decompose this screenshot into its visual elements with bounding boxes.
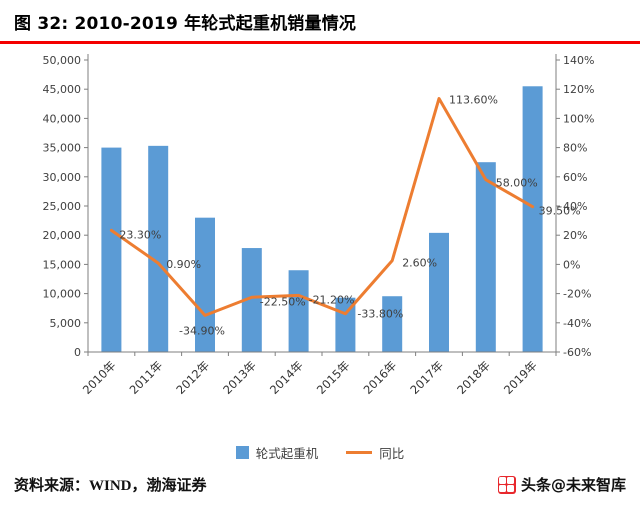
left-axis-tick-label: 30,000 — [43, 171, 82, 184]
yoy-point-label: -21.20% — [309, 293, 355, 306]
figure-title: 图 32: 2010-2019 年轮式起重机销量情况 — [14, 14, 357, 34]
yoy-point-label: 39.50% — [539, 205, 581, 218]
line-series-swatch — [346, 450, 373, 454]
x-axis-category-label: 2014年 — [267, 358, 306, 397]
yoy-line — [109, 97, 535, 317]
left-axis-tick-label: 40,000 — [43, 112, 82, 125]
right-axis-tick-label: -40% — [563, 317, 591, 330]
right-axis-tick-label: -20% — [563, 288, 591, 301]
x-axis-category-label: 2013年 — [220, 358, 259, 397]
combo-chart-svg: 0 5,000 10,000 15,000 20,000 25,000 30,000 35,0… — [43, 54, 594, 397]
right-axis-tick-label: 100% — [563, 112, 594, 125]
yoy-point-label: -34.90% — [179, 324, 225, 337]
left-axis-tick-label: 25,000 — [43, 200, 82, 213]
watermark: 头条@未来智库 — [497, 474, 626, 495]
left-axis-tick-label: 35,000 — [43, 142, 82, 155]
yoy-point-label: -22.50% — [260, 295, 306, 308]
figure-footer: 资料来源：WIND，渤海证券 头条@未来智库 — [0, 464, 640, 495]
legend-label-sales: 轮式起重机 — [255, 445, 319, 461]
sales-bar — [101, 147, 122, 352]
left-axis-tick-label: 0 — [74, 346, 81, 359]
left-axis-tick-label: 5,000 — [50, 317, 82, 330]
right-axis-tick-label: 20% — [563, 229, 587, 242]
sales-bar — [475, 162, 496, 352]
x-axis-category-label: 2016年 — [361, 358, 400, 397]
left-axis-tick-label: 50,000 — [43, 54, 82, 67]
chart-legend: 轮式起重机 同比 — [0, 440, 640, 464]
left-axis-tick-label: 15,000 — [43, 258, 82, 271]
left-axis-tick-label: 20,000 — [43, 229, 82, 242]
yoy-point-label: 113.60% — [449, 94, 498, 107]
left-axis-tick-label: 45,000 — [43, 83, 82, 96]
sales-bar — [382, 296, 403, 352]
x-axis-category-label: 2010年 — [80, 358, 119, 397]
right-axis-tick-label: 40% — [563, 200, 587, 213]
sales-bar — [522, 86, 543, 352]
watermark-text: 头条@未来智库 — [520, 476, 626, 494]
yoy-point-label: -33.80% — [357, 308, 403, 321]
sales-bar — [429, 232, 449, 352]
x-axis-category-label: 2015年 — [314, 358, 353, 397]
sales-bar — [195, 217, 215, 352]
legend-label-yoy: 同比 — [379, 445, 405, 461]
bar-series-swatch — [235, 445, 249, 459]
sales-bar — [288, 270, 309, 352]
right-axis-tick-label: 80% — [563, 142, 587, 155]
legend-item-sales: 轮式起重机 — [235, 443, 319, 462]
x-axis-category-label: 2018年 — [454, 358, 493, 397]
x-axis-category-label: 2019年 — [501, 358, 540, 397]
figure-header: 图 32: 2010-2019 年轮式起重机销量情况 — [0, 0, 640, 44]
right-axis-tick-label: 60% — [563, 171, 587, 184]
yoy-point-label: 58.00% — [496, 177, 538, 190]
yoy-point-label: 23.30% — [119, 228, 161, 241]
x-axis-category-label: 2017年 — [407, 358, 446, 397]
x-axis-category-label: 2012年 — [173, 358, 212, 397]
sales-bar — [241, 248, 262, 352]
legend-item-yoy: 同比 — [346, 443, 404, 462]
sales-bar — [148, 145, 169, 352]
left-axis-tick-label: 10,000 — [43, 288, 82, 301]
toutiao-logo-icon — [497, 475, 516, 494]
yoy-point-label: 0.90% — [166, 258, 201, 271]
yoy-point-label: 2.60% — [402, 257, 437, 270]
right-axis-tick-label: 0% — [563, 258, 580, 271]
chart-area: 0 5,000 10,000 15,000 20,000 25,000 30,000 35,0… — [0, 44, 640, 464]
source-note: 资料来源：WIND，渤海证券 — [14, 478, 207, 494]
right-axis-tick-label: -60% — [563, 346, 591, 359]
right-axis-tick-label: 120% — [563, 83, 594, 96]
right-axis-tick-label: 140% — [563, 54, 594, 67]
x-axis-category-label: 2011年 — [127, 358, 166, 397]
